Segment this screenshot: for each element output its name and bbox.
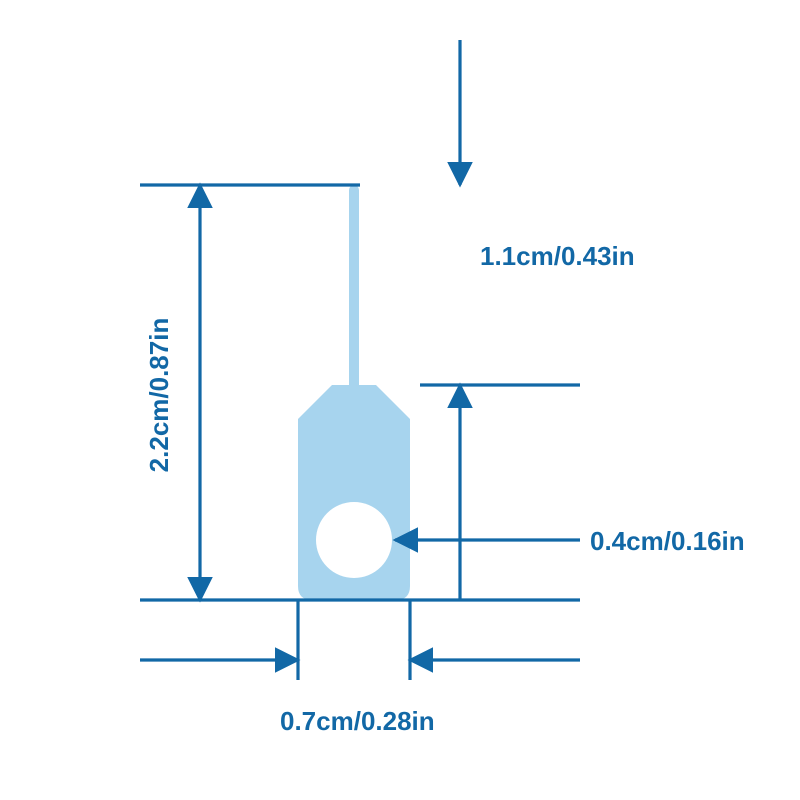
dimension-diagram: 2.2cm/0.87in 1.1cm/0.43in 0.4cm/0.16in 0… [0,0,800,800]
label-body-width: 0.7cm/0.28in [280,706,435,736]
label-hole-dia: 0.4cm/0.16in [590,526,745,556]
label-total-height: 2.2cm/0.87in [144,318,174,473]
tool-hole [316,502,392,578]
label-pin-height: 1.1cm/0.43in [480,241,635,271]
